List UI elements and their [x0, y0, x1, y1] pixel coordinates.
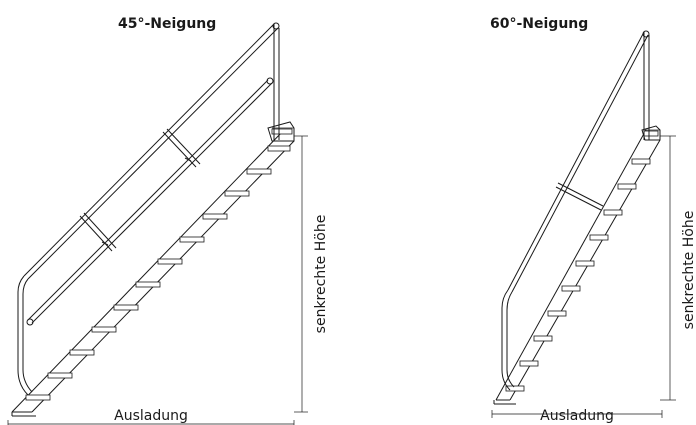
stair-45-dimensions: Ausladung senkrechte Höhe	[7, 135, 329, 425]
stair-60-title: 60°-Neigung	[490, 16, 588, 32]
stair-60-height-label: senkrechte Höhe	[681, 211, 696, 330]
stair-60-dimensions: Ausladung senkrechte Höhe	[491, 135, 696, 424]
stair-60-stringer	[493, 125, 661, 405]
stair-45-width-label: Ausladung	[114, 408, 188, 424]
stair-45-title: 45°-Neigung	[118, 16, 216, 32]
stair-60-handrail	[501, 30, 650, 391]
stair-60-diagram: 60°-Neigung	[490, 16, 696, 424]
stair-45-handrail	[17, 22, 280, 396]
stair-45-treads	[25, 128, 293, 401]
stair-45-diagram: 45°-Neigung	[7, 16, 329, 425]
stair-60-treads	[505, 130, 659, 392]
stair-60-width-label: Ausladung	[540, 408, 614, 424]
stair-45-height-label: senkrechte Höhe	[313, 215, 329, 334]
stair-45-stringer	[11, 121, 295, 417]
